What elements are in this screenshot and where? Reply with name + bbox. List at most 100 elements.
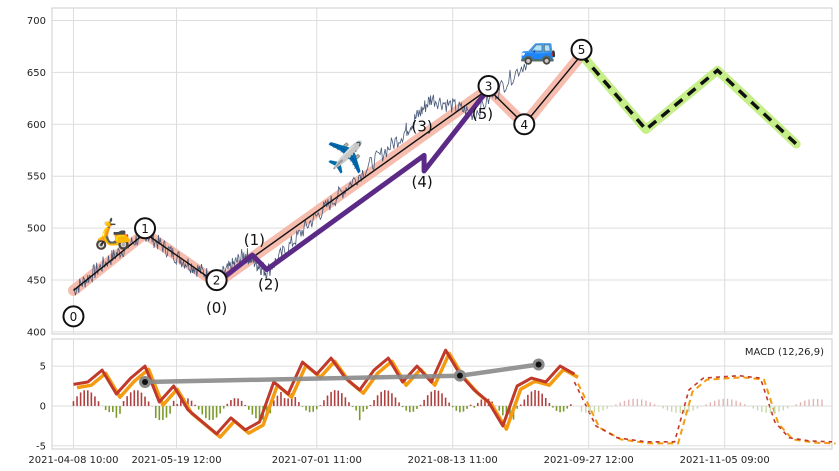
macd-hist-bar-67 — [312, 405, 314, 412]
macd-hist-bar-103 — [441, 393, 443, 406]
divergence-point-2 — [535, 361, 542, 368]
macd-hist-bar-14 — [122, 400, 125, 406]
price-ytick-6: 700 — [27, 16, 46, 27]
macd-hist-bar-44 — [230, 400, 232, 406]
macd-forecast-hist-926 — [735, 400, 737, 406]
macd-hist-bar-40 — [215, 405, 218, 418]
xtick-label-1: 2021-05-19 12:00 — [131, 455, 221, 466]
macd-hist-bar-41 — [219, 405, 221, 414]
wave-marker-5 — [570, 38, 593, 61]
macd-hist-bar-3 — [83, 390, 86, 406]
macd-hist-bar-98 — [423, 399, 425, 406]
macd-hist-bar-25 — [162, 405, 164, 420]
price-ytick-0: 400 — [27, 327, 46, 338]
macd-hist-bar-113 — [476, 402, 479, 406]
macd-hist-bar-138 — [566, 405, 569, 409]
macd-forecast-hist-920 — [731, 399, 733, 406]
price-ytick-2: 500 — [27, 224, 46, 235]
macd-forecast-hist-992 — [782, 405, 785, 411]
macd-hist-bar-106 — [451, 405, 454, 408]
macd-forecast-hist-878 — [701, 405, 703, 407]
macd-hist-bar-134 — [552, 405, 554, 408]
macd-forecast-hist-764 — [619, 402, 621, 406]
macd-hist-bar-112 — [473, 405, 476, 408]
macd-forecast-line — [573, 374, 833, 443]
macd-hist-bar-109 — [462, 405, 465, 412]
macd-forecast-hist-770 — [623, 400, 626, 406]
macd-forecast-hist-914 — [726, 398, 729, 406]
macd-hist-bar-79 — [355, 405, 357, 411]
macd-forecast-hist-752 — [610, 405, 613, 407]
macd-hist-bar-13 — [119, 405, 121, 414]
macd-forecast-hist-842 — [675, 405, 677, 413]
airplane-icon: ✈️ — [327, 139, 364, 176]
impulse-wave-line — [73, 54, 583, 291]
macd-forecast-hist-746 — [606, 405, 609, 409]
macd-forecast-hist-710 — [580, 405, 583, 412]
xtick-label-4: 2021-09-27 12:00 — [544, 455, 634, 466]
macd-forecast-hist-860 — [688, 405, 690, 412]
macd-hist-bar-70 — [323, 400, 325, 406]
sub-wave-line — [215, 87, 491, 286]
scooter-icon: 🛵 — [94, 216, 131, 251]
macd-hist-bar-122 — [509, 405, 511, 421]
macd-hist-bar-33 — [190, 400, 193, 406]
sub-wave-label-0: (0) — [206, 299, 227, 317]
macd-hist-bar-12 — [115, 405, 118, 418]
price-panel: 400 450 500 550 600 650 700 0 1 2 3 4 5 (0) (1) (2) (3) (… — [27, 7, 833, 338]
macd-hist-bar-24 — [158, 405, 161, 421]
macd-hist-bar-1 — [76, 396, 78, 406]
macd-hist-bar-58 — [280, 391, 282, 406]
macd-hist-bar-135 — [555, 405, 558, 411]
macd-forecast-hist-824 — [662, 405, 664, 409]
macd-forecast-hist-950 — [752, 405, 754, 409]
macd-hist-bar-114 — [480, 399, 483, 406]
wave-marker-1 — [134, 217, 157, 240]
macd-forecast-hist-974 — [769, 405, 772, 414]
macd-hist-bar-59 — [283, 398, 286, 406]
xtick-label-2: 2021-07-01 11:00 — [272, 455, 362, 466]
macd-hist-bar-7 — [97, 401, 100, 406]
macd-hist-bar-68 — [315, 405, 318, 410]
macd-line — [73, 348, 576, 436]
macd-forecast-hist-728 — [593, 405, 596, 413]
macd-hist-bar-94 — [408, 405, 411, 413]
macd-forecast-hist-872 — [696, 405, 699, 409]
macd-hist-bar-39 — [212, 405, 214, 420]
macd-hist-bar-15 — [126, 396, 128, 406]
macd-forecast-hist-794 — [640, 399, 643, 406]
macd-forecast-signal — [577, 376, 836, 445]
macd-hist-bar-105 — [448, 402, 450, 406]
macd-hist-bar-119 — [498, 405, 501, 411]
macd-hist-bar-73 — [333, 390, 336, 406]
macd-forecast-hist-998 — [786, 405, 789, 409]
macd-forecast-hist-848 — [679, 405, 681, 414]
macd-forecast-hist-968 — [765, 405, 767, 413]
sub-wave-label-5: (5) — [472, 105, 493, 123]
macd-hist-bar-63 — [298, 402, 300, 406]
macd-hist-bar-66 — [308, 405, 311, 413]
macd-hist-bar-89 — [391, 393, 393, 406]
macd-forecast-hist-830 — [666, 405, 669, 411]
macd-hist-bar-107 — [455, 405, 458, 411]
macd-panel: -5 0 5 2021-04-08 10:00 2021-05-19 12:00 2021… — [28, 338, 836, 466]
macd-hist-bar-93 — [405, 405, 408, 411]
macd-forecast-hist-1034 — [812, 398, 815, 406]
macd-forecast-hist-884 — [705, 404, 707, 406]
macd-hist-bar-129 — [534, 390, 536, 406]
wave-label-1: 1 — [141, 222, 149, 236]
macd-hist-bar-65 — [305, 405, 307, 411]
macd-hist-bar-115 — [484, 398, 486, 406]
macd-hist-bar-85 — [376, 395, 379, 406]
macd-hist-bar-38 — [208, 405, 211, 421]
macd-hist-bar-124 — [516, 405, 518, 409]
car-icon: 🚙 — [520, 31, 557, 66]
macd-hist-bar-69 — [319, 405, 322, 406]
macd-forecast-hist-758 — [615, 404, 617, 406]
macd-hist-bar-126 — [523, 399, 526, 406]
macd-hist-bar-88 — [387, 390, 390, 406]
macd-hist-bar-125 — [519, 404, 522, 406]
macd-hist-bar-92 — [401, 405, 404, 408]
macd-hist-bar-50 — [251, 405, 254, 415]
macd-hist-bar-52 — [258, 405, 261, 421]
